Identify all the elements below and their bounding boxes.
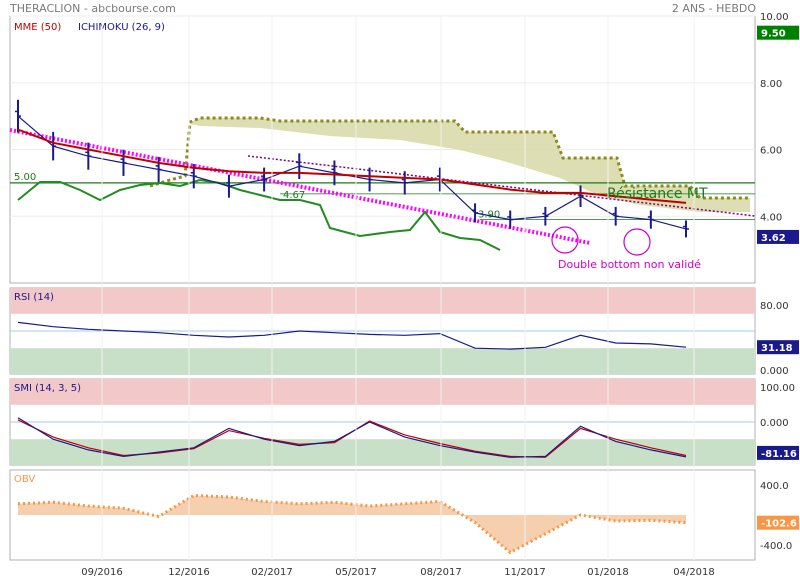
level-label-4-67: 4.67	[283, 190, 305, 201]
obv-area	[18, 495, 686, 553]
double-bottom-label: Double bottom non validé	[558, 258, 701, 271]
x-tick-label: 02/2017	[251, 567, 293, 578]
smi-title: SMI (14, 3, 5)	[14, 383, 81, 394]
legend-mme: MME (50)	[14, 22, 61, 33]
double-bottom-circle-1	[551, 226, 579, 254]
smi-last-tag: -81.16	[761, 449, 797, 460]
resistance-trendline	[247, 155, 756, 217]
x-tick-label: 01/2018	[587, 567, 629, 578]
obv-title: OBV	[14, 474, 35, 485]
smi-last-tag-bg	[757, 445, 799, 460]
timeframe-label: 2 ANS - HEBDO	[671, 2, 756, 15]
obv-ytick-label: -400.0	[760, 541, 792, 552]
x-tick-label: 11/2017	[504, 567, 546, 578]
obv-ytick-label: 400.0	[760, 481, 789, 492]
double-bottom-circle-2	[623, 228, 651, 256]
x-tick-label: 08/2017	[420, 567, 462, 578]
smi-line	[17, 417, 687, 458]
rsi-ytick-label: 0.000	[760, 366, 789, 377]
level-label-5: 5.00	[14, 172, 36, 183]
senkou-span-a	[149, 116, 750, 200]
price-last-tag-bg	[757, 229, 799, 244]
resistance-label: Résistance MT	[607, 186, 708, 202]
rsi-ytick-label: 80.00	[760, 301, 789, 312]
rsi-line	[17, 321, 687, 350]
x-tick-label: 09/2016	[81, 567, 123, 578]
x-tick-label: 05/2017	[335, 567, 377, 578]
price-ytick-label: 10.00	[760, 12, 789, 23]
obv-line	[17, 493, 687, 555]
smi-oversold-zone	[10, 439, 755, 465]
smi-overbought-zone	[10, 379, 755, 405]
rsi-overbought-zone	[10, 288, 755, 314]
chart-source-title: THERACLION - abcbourse.com	[10, 2, 176, 15]
legend-ichimoku: ICHIMOKU (26, 9)	[78, 22, 165, 33]
price-ytick-label: 6.00	[760, 146, 782, 157]
rsi-title: RSI (14)	[14, 292, 54, 303]
rsi-oversold-zone	[10, 348, 755, 374]
rsi-last-tag-bg	[757, 340, 799, 355]
price-last-tag: 3.62	[761, 233, 786, 244]
ichimoku-cloud	[190, 118, 750, 212]
tenkan-line	[17, 178, 501, 251]
rsi-last-tag: 31.18	[761, 343, 793, 354]
price-ytick-label: 4.00	[760, 212, 782, 223]
smi-ytick-label: 100.00	[760, 383, 795, 394]
price-level-tag-bg	[757, 25, 799, 40]
downtrend-line	[9, 128, 591, 245]
obv-last-tag: -102.6	[761, 519, 797, 530]
price-ytick-label: 8.00	[760, 79, 782, 90]
x-tick-label: 04/2018	[673, 567, 715, 578]
smi-ytick-label: 0.000	[760, 418, 789, 429]
price-level-tag: 9.50	[761, 29, 786, 40]
x-tick-label: 12/2016	[168, 567, 210, 578]
mme-line	[17, 128, 687, 204]
obv-last-tag-bg	[757, 515, 799, 530]
